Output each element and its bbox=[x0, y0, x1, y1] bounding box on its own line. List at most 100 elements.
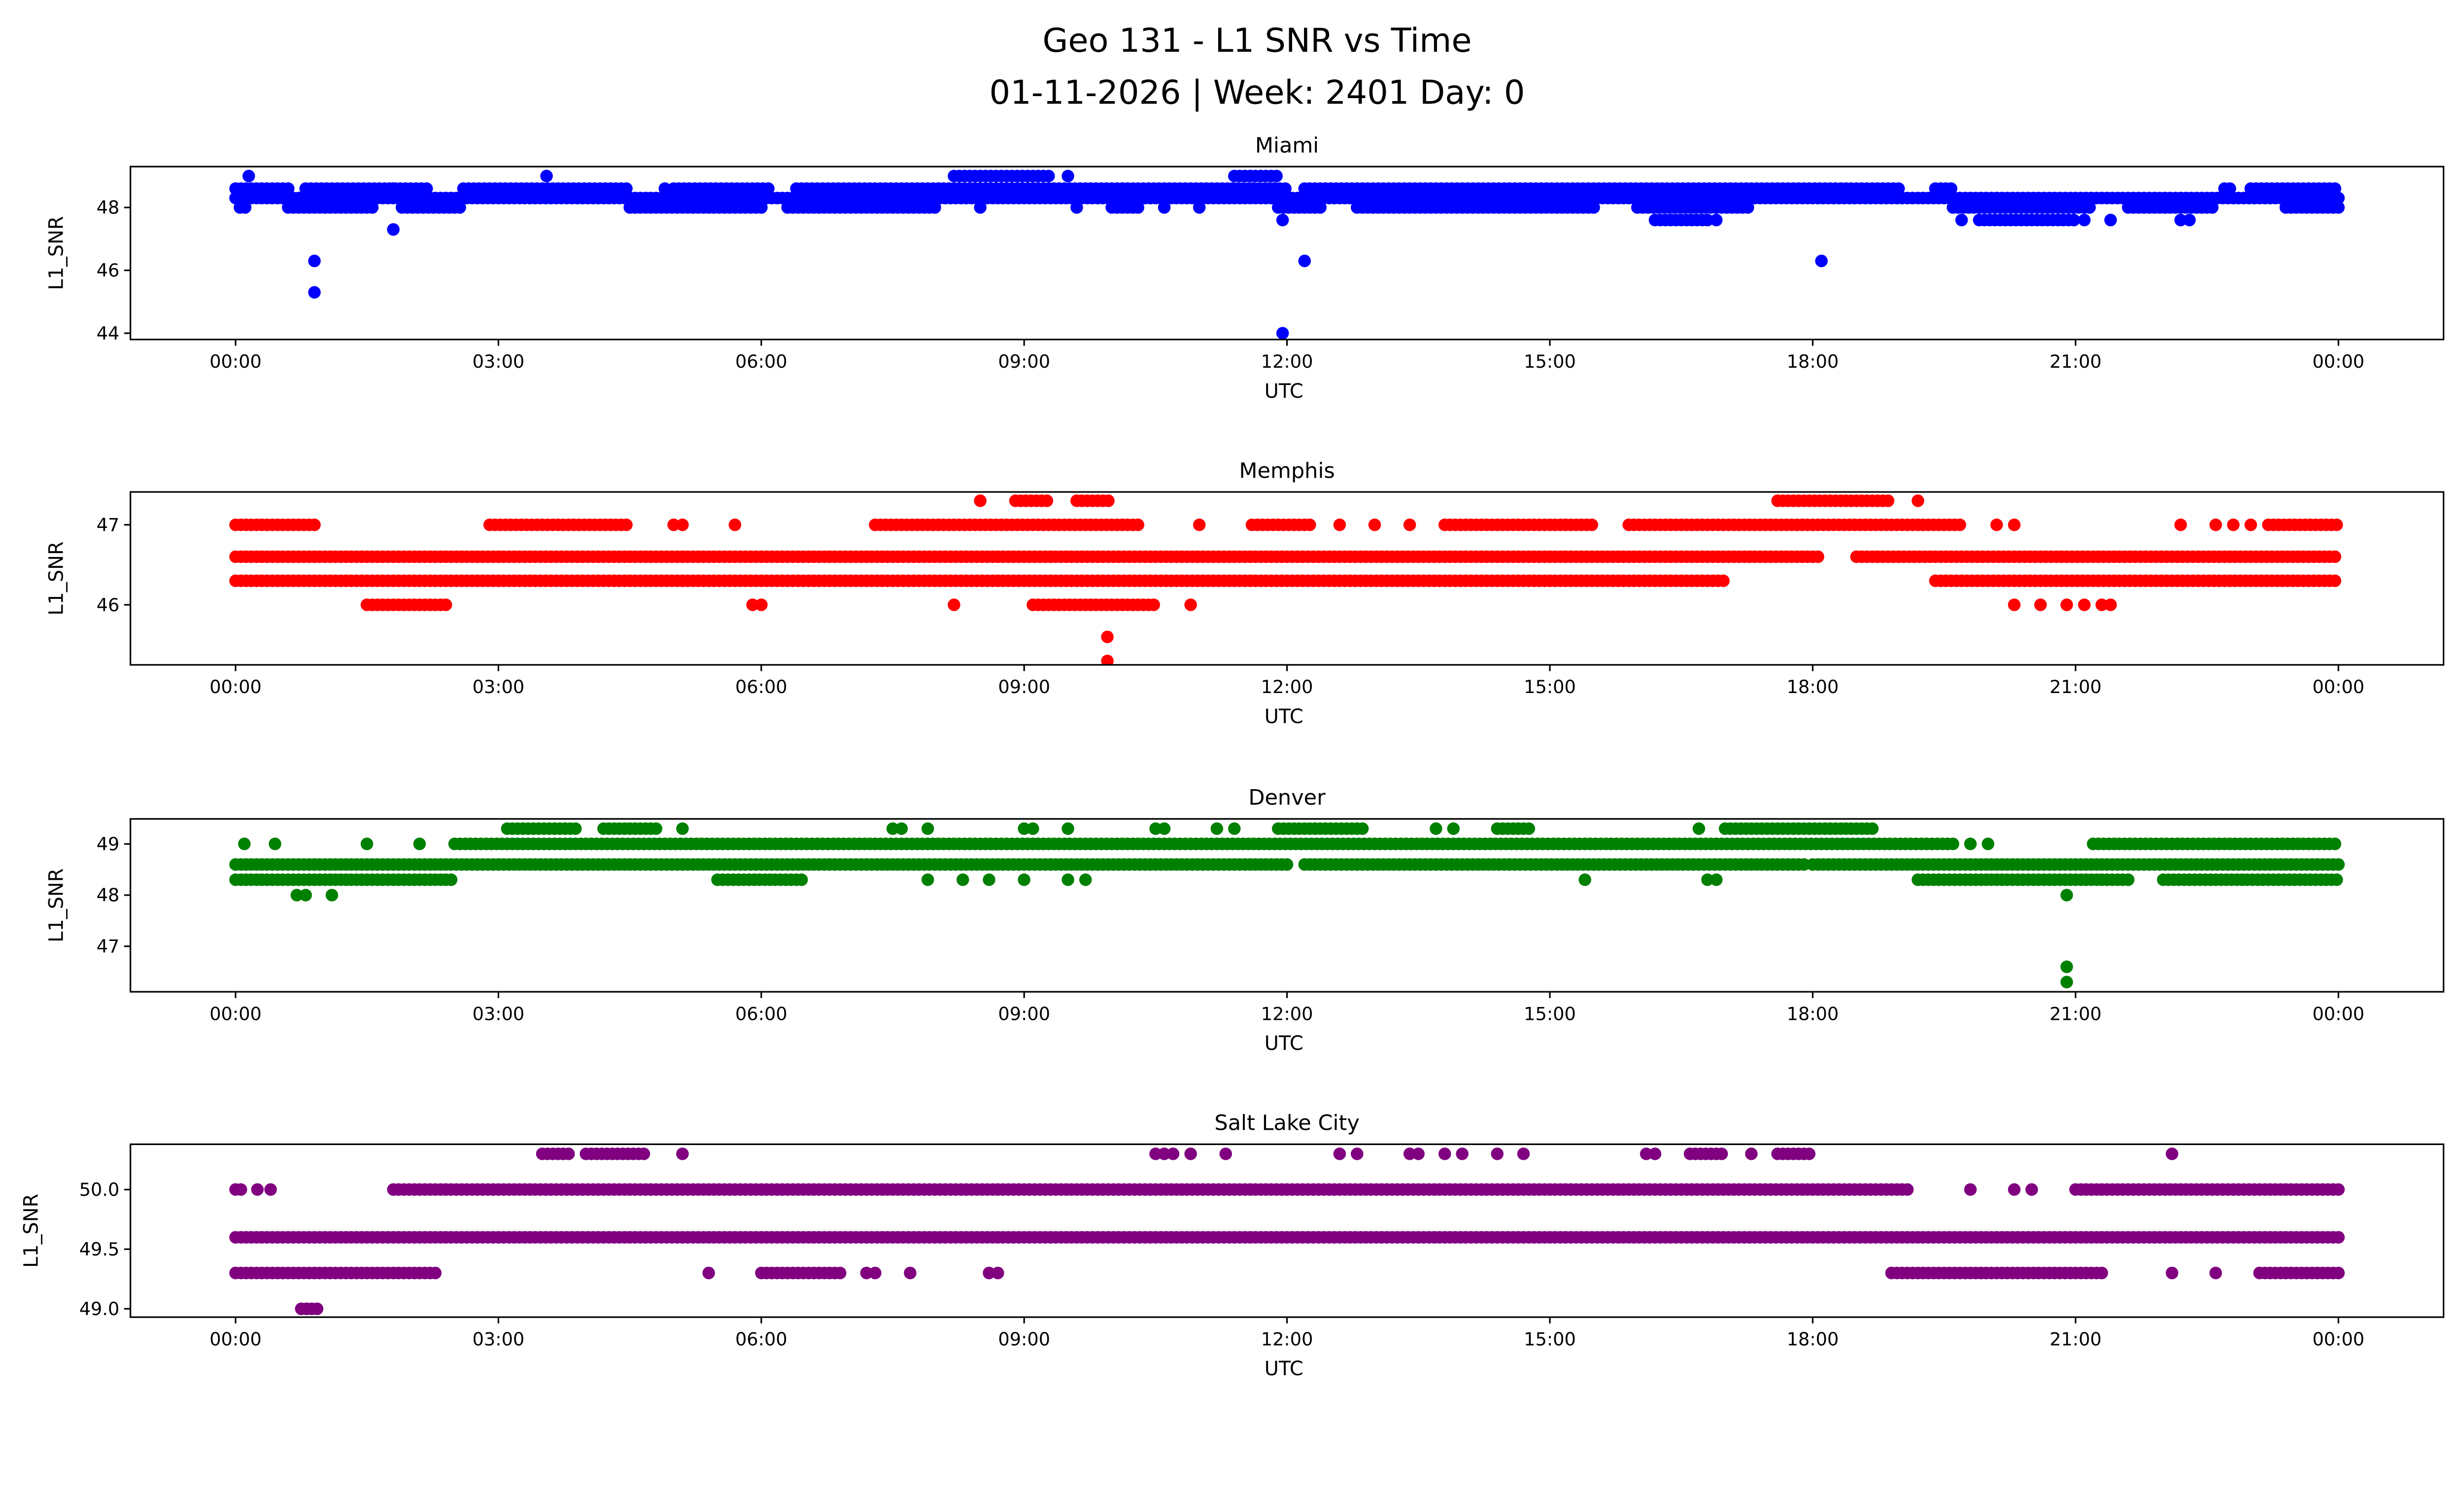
data-point bbox=[676, 1147, 689, 1160]
data-point bbox=[2008, 1183, 2021, 1196]
data-point bbox=[420, 182, 433, 195]
data-point bbox=[1430, 822, 1442, 835]
x-tick-label: 18:00 bbox=[1787, 351, 1839, 372]
data-point bbox=[1456, 1147, 1469, 1160]
data-point bbox=[308, 286, 321, 299]
data-point bbox=[676, 822, 689, 835]
x-tick-label: 00:00 bbox=[2312, 351, 2364, 372]
data-point bbox=[264, 1183, 277, 1196]
x-tick-label: 00:00 bbox=[209, 676, 262, 697]
data-point bbox=[1070, 201, 1083, 214]
data-point bbox=[1040, 494, 1054, 507]
data-point bbox=[2060, 598, 2073, 611]
x-tick-label: 03:00 bbox=[473, 351, 525, 372]
data-point bbox=[1901, 1183, 1914, 1196]
x-tick-label: 00:00 bbox=[209, 1004, 262, 1025]
data-point bbox=[904, 1266, 917, 1280]
data-point bbox=[1279, 182, 1292, 195]
data-point bbox=[957, 873, 969, 886]
x-axis-label: UTC bbox=[1265, 380, 1303, 403]
data-point bbox=[1648, 1147, 1662, 1160]
x-tick-label: 00:00 bbox=[2312, 1329, 2364, 1350]
x-axis-label: UTC bbox=[1265, 1357, 1303, 1380]
x-tick-label: 00:00 bbox=[209, 351, 262, 372]
y-tick-label: 46 bbox=[97, 594, 120, 616]
data-point bbox=[1147, 598, 1160, 611]
data-point bbox=[2174, 213, 2187, 227]
data-point bbox=[2330, 518, 2343, 531]
y-tick-label: 50.0 bbox=[79, 1179, 120, 1200]
data-point bbox=[992, 1266, 1004, 1280]
data-point bbox=[1578, 873, 1591, 886]
y-tick-label: 47 bbox=[97, 936, 120, 957]
data-point bbox=[1303, 518, 1316, 531]
data-point bbox=[2209, 1266, 2222, 1280]
x-tick-label: 21:00 bbox=[2050, 676, 2102, 697]
data-point bbox=[860, 1266, 873, 1280]
data-point bbox=[453, 201, 466, 214]
data-point bbox=[1158, 201, 1171, 214]
data-point bbox=[1166, 1147, 1180, 1160]
data-point bbox=[1742, 201, 1754, 214]
data-points bbox=[229, 1147, 2345, 1316]
data-point bbox=[1715, 1147, 1728, 1160]
data-point bbox=[2328, 837, 2341, 850]
data-point bbox=[1701, 213, 1714, 227]
data-point bbox=[251, 1183, 264, 1196]
x-tick-label: 21:00 bbox=[2050, 1329, 2102, 1350]
figure: Geo 131 - L1 SNR vs Time 01-11-2026 | We… bbox=[20, 21, 2445, 1381]
data-point bbox=[308, 254, 321, 268]
data-point bbox=[1270, 170, 1283, 182]
data-point bbox=[620, 518, 633, 531]
x-tick-label: 12:00 bbox=[1261, 1004, 1313, 1025]
data-point bbox=[2332, 192, 2345, 205]
data-point bbox=[2330, 873, 2343, 886]
data-point bbox=[1079, 873, 1092, 886]
data-point bbox=[366, 201, 379, 214]
data-point bbox=[2104, 213, 2117, 227]
data-point bbox=[569, 822, 582, 835]
y-tick-label: 47 bbox=[97, 514, 120, 535]
data-point bbox=[1333, 1147, 1346, 1160]
data-point bbox=[1892, 182, 1905, 195]
data-point bbox=[445, 873, 458, 886]
data-point bbox=[1710, 213, 1723, 227]
subplot-salt-lake-city: Salt Lake City 00:00 03:00 06:00 09:00 12:00 1… bbox=[20, 1111, 2445, 1380]
x-tick-label: 18:00 bbox=[1787, 1004, 1839, 1025]
data-point bbox=[2332, 1183, 2345, 1196]
data-point bbox=[1745, 1147, 1758, 1160]
data-point bbox=[1964, 1183, 1977, 1196]
x-tick-label: 15:00 bbox=[1524, 1329, 1576, 1350]
data-point bbox=[658, 182, 671, 195]
data-point bbox=[650, 822, 663, 835]
subplot-title: Denver bbox=[1248, 786, 1326, 810]
x-tick-label: 03:00 bbox=[473, 676, 525, 697]
data-point bbox=[2224, 182, 2236, 195]
data-point bbox=[1061, 822, 1074, 835]
subplot-denver: Denver 00:00 03:00 06:00 09:00 12:00 15:00 18:0… bbox=[45, 786, 2445, 1055]
data-point bbox=[2104, 598, 2117, 611]
data-point bbox=[2060, 889, 2073, 902]
data-point bbox=[928, 201, 941, 214]
x-axis-label: UTC bbox=[1265, 1032, 1303, 1055]
data-point bbox=[1692, 822, 1706, 835]
x-tick-label: 03:00 bbox=[473, 1329, 525, 1350]
subplot-title: Salt Lake City bbox=[1214, 1111, 1359, 1136]
subplot-title: Miami bbox=[1255, 133, 1319, 158]
data-point bbox=[1280, 858, 1294, 871]
x-tick-label: 09:00 bbox=[998, 1004, 1050, 1025]
data-point bbox=[1990, 518, 2003, 531]
data-point bbox=[746, 598, 759, 611]
data-point bbox=[540, 170, 553, 182]
y-tick-label: 49.0 bbox=[79, 1298, 120, 1320]
data-point bbox=[1184, 1147, 1197, 1160]
data-point bbox=[1219, 1147, 1232, 1160]
data-point bbox=[439, 598, 452, 611]
data-point bbox=[974, 201, 987, 214]
data-point bbox=[235, 1183, 247, 1196]
data-points bbox=[229, 170, 2345, 340]
data-point bbox=[325, 889, 339, 902]
data-point bbox=[2332, 201, 2345, 214]
data-point bbox=[2328, 574, 2341, 588]
x-tick-label: 00:00 bbox=[2312, 1004, 2364, 1025]
